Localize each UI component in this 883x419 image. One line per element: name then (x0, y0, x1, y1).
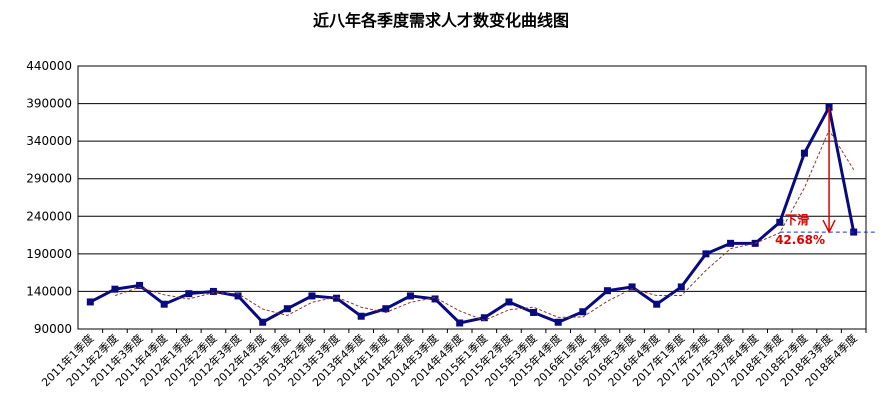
data-point (259, 318, 267, 326)
data-point (209, 287, 217, 295)
data-line (89, 102, 856, 325)
data-point (357, 312, 365, 320)
data-point (579, 308, 587, 316)
y-tick-label: 390000 (26, 97, 72, 111)
y-tick-label: 240000 (26, 209, 72, 223)
data-point (776, 218, 784, 226)
data-point (603, 287, 611, 295)
data-point (86, 298, 94, 306)
data-point (431, 295, 439, 303)
data-point (382, 305, 390, 313)
data-point (111, 285, 119, 293)
annotation: 42.68% (775, 233, 825, 247)
y-tick-label: 440000 (26, 59, 72, 73)
data-point (456, 319, 464, 327)
data-point (234, 292, 242, 300)
plot-area (77, 65, 867, 330)
chart-title: 近八年各季度需求人才数变化曲线图 (313, 11, 569, 30)
data-point (136, 281, 144, 289)
annotation: 下滑 (785, 212, 809, 227)
y-tick-label: 190000 (26, 247, 72, 261)
y-tick-label: 290000 (26, 172, 72, 186)
data-point (283, 305, 291, 313)
data-point (308, 292, 316, 300)
data-point (677, 283, 685, 291)
trend-line (114, 129, 855, 321)
data-point (185, 290, 193, 298)
data-point (727, 239, 735, 247)
data-point (800, 149, 808, 157)
data-point (406, 292, 414, 300)
y-tick-label: 340000 (26, 134, 72, 148)
y-tick-label: 140000 (26, 284, 72, 298)
data-point (480, 314, 488, 322)
data-point (333, 294, 341, 302)
data-point (505, 298, 513, 306)
arrow-head (822, 219, 836, 234)
y-tick-label: 90000 (34, 322, 72, 336)
data-point (653, 300, 661, 308)
data-point (530, 308, 538, 316)
data-point (628, 283, 636, 291)
data-point (702, 250, 710, 258)
data-point (554, 318, 562, 326)
data-point (160, 300, 168, 308)
